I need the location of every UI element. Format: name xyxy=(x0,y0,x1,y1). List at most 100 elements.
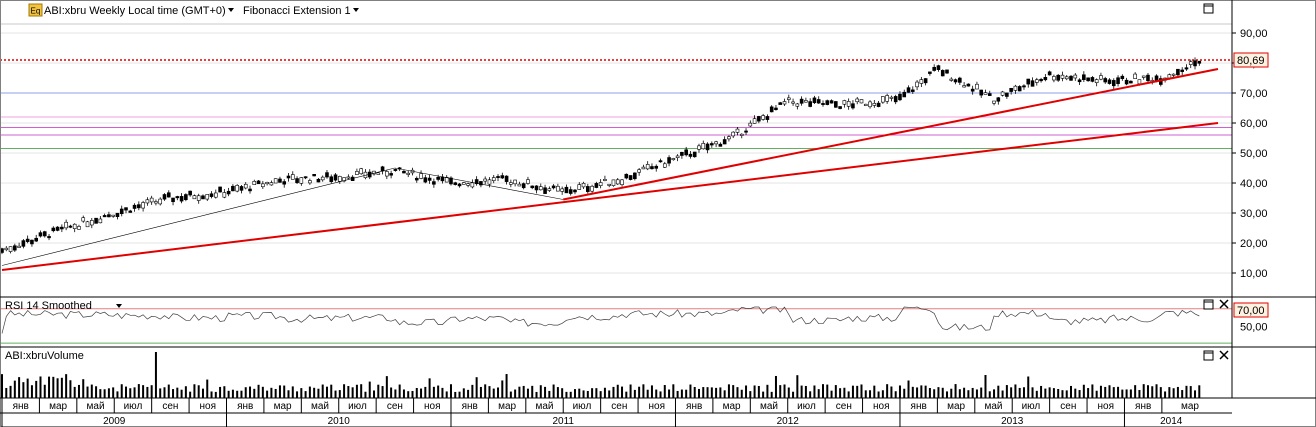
candle-body xyxy=(282,181,287,185)
rsi-dropdown-icon[interactable] xyxy=(116,304,122,308)
volume-bar xyxy=(184,386,187,398)
candle-body xyxy=(786,97,791,100)
volume-bar xyxy=(210,391,213,398)
volume-bar xyxy=(706,387,709,398)
volume-bar xyxy=(1040,385,1043,398)
candle-body xyxy=(1026,78,1031,85)
volume-bar xyxy=(39,376,42,398)
app-icon[interactable]: Eq xyxy=(28,3,43,17)
study-dropdown-icon[interactable] xyxy=(353,8,359,12)
volume-bar xyxy=(231,389,234,398)
rsi-maximize-icon[interactable] xyxy=(1203,299,1214,310)
candle-body xyxy=(936,65,941,70)
volume-bar xyxy=(1159,387,1162,398)
volume-bar xyxy=(432,386,435,398)
year-label: 2010 xyxy=(328,416,351,427)
volume-bar xyxy=(411,391,414,398)
candle-body xyxy=(85,221,90,228)
candle-body xyxy=(154,201,158,204)
candle-body xyxy=(453,182,458,185)
volume-bar xyxy=(206,379,209,398)
volume-bar xyxy=(817,389,820,398)
volume-bar xyxy=(467,389,470,398)
volume-label[interactable]: ABI:xbruVolume xyxy=(5,350,84,362)
month-label: май xyxy=(311,401,329,412)
volume-bar xyxy=(950,388,953,398)
candle-body xyxy=(547,188,552,191)
month-label: ноя xyxy=(873,401,890,412)
candle-body xyxy=(42,231,47,237)
volume-maximize-icon[interactable] xyxy=(1203,350,1214,361)
candle-body xyxy=(795,103,800,107)
candle-body xyxy=(885,95,889,102)
instrument-dropdown-icon[interactable] xyxy=(228,8,234,12)
candle-body xyxy=(1047,71,1052,76)
candle-body xyxy=(744,130,748,133)
candle-body xyxy=(487,179,492,185)
candle-body xyxy=(611,179,616,186)
candle-body xyxy=(1133,73,1137,79)
candle-body xyxy=(881,96,885,103)
candle-body xyxy=(30,239,34,245)
candle-body xyxy=(684,149,688,156)
volume-bar xyxy=(214,391,217,398)
volume-bar xyxy=(219,386,222,398)
candle-body xyxy=(51,227,56,232)
fibonacci-anchor-line xyxy=(394,167,564,200)
volume-bar xyxy=(997,385,1000,398)
candle-body xyxy=(94,217,98,224)
volume-bar xyxy=(1070,385,1073,398)
volume-bar xyxy=(266,390,269,398)
candle-body xyxy=(25,238,30,242)
candle-body xyxy=(910,89,915,92)
volume-bar xyxy=(176,387,179,398)
price-panel-maximize-icon[interactable] xyxy=(1203,3,1214,14)
candle-body xyxy=(98,218,103,224)
volume-bar xyxy=(18,377,21,398)
volume-bar xyxy=(864,390,867,398)
volume-bar xyxy=(112,387,115,398)
volume-bar xyxy=(770,391,773,398)
candle-body xyxy=(838,106,842,109)
month-label: мар xyxy=(723,401,741,412)
volume-bar xyxy=(608,390,611,398)
volume-bar xyxy=(697,388,700,398)
volume-bar xyxy=(334,390,337,398)
instrument-label[interactable]: ABI:xbru Weekly Local time (GMT+0) xyxy=(44,5,226,17)
candle-body xyxy=(474,179,479,185)
candle-body xyxy=(863,103,868,106)
price-tick-label: 90,00 xyxy=(1240,28,1268,40)
candle-body xyxy=(586,186,590,192)
volume-bar xyxy=(505,374,508,398)
candle-body xyxy=(462,182,466,185)
candle-body xyxy=(581,182,586,188)
candle-body xyxy=(573,189,577,193)
candle-body xyxy=(496,176,500,178)
candle-body xyxy=(757,116,761,122)
candle-body xyxy=(34,237,39,242)
candle-body xyxy=(256,180,261,185)
volume-bar xyxy=(407,391,410,398)
candle-body xyxy=(479,181,483,186)
study-label[interactable]: Fibonacci Extension 1 xyxy=(243,5,351,17)
rsi-level-tag: 70,00 xyxy=(1233,302,1269,318)
candle-body xyxy=(556,185,560,192)
candle-body xyxy=(876,102,881,107)
volume-bar xyxy=(377,384,380,398)
candle-body xyxy=(650,166,654,170)
volume-bar xyxy=(736,387,739,398)
candle-body xyxy=(273,178,278,184)
volume-bar xyxy=(988,391,991,398)
volume-bar xyxy=(338,390,341,398)
volume-bar xyxy=(851,385,854,398)
volume-bar xyxy=(916,387,919,398)
rsi-label[interactable]: RSI 14 Smoothed xyxy=(5,300,92,312)
volume-bar xyxy=(159,388,162,398)
month-label: июл xyxy=(348,401,367,412)
volume-close-icon[interactable] xyxy=(1219,350,1229,360)
volume-bar xyxy=(1027,376,1030,398)
candle-body xyxy=(705,143,710,151)
volume-bar xyxy=(308,386,311,398)
rsi-close-icon[interactable] xyxy=(1219,299,1229,309)
volume-bar xyxy=(612,386,615,398)
